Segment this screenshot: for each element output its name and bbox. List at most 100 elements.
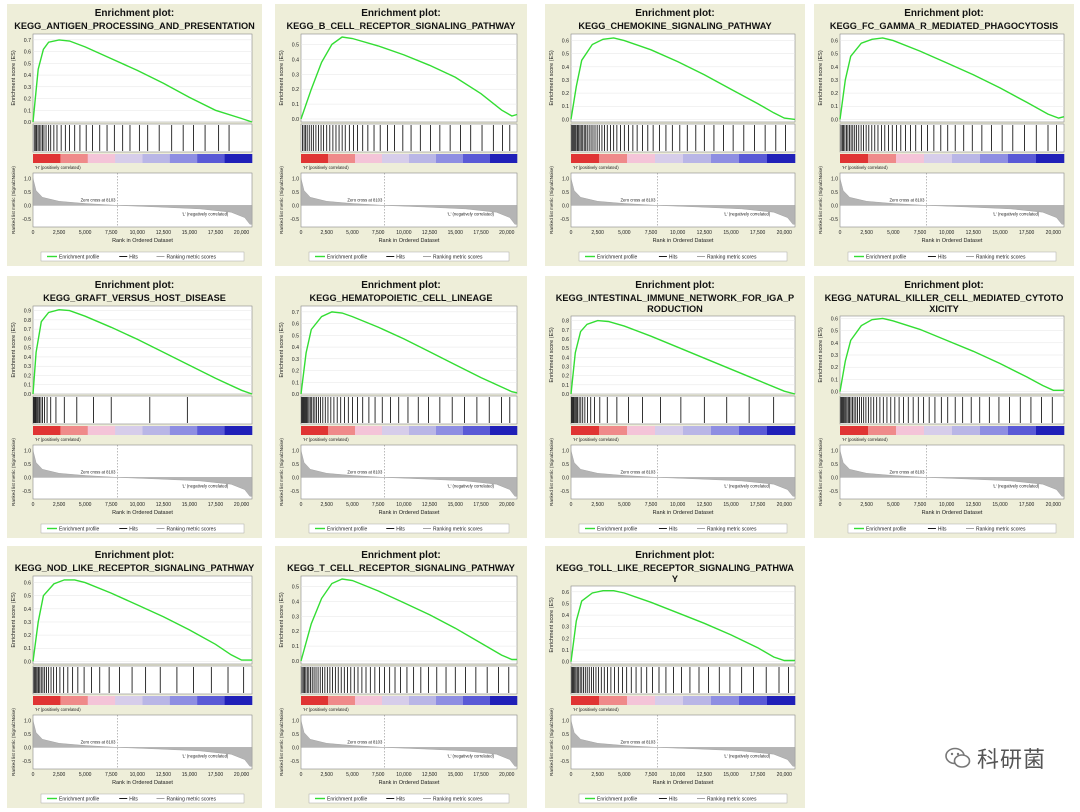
es-tick-label: 0.2 <box>562 374 569 380</box>
metric-axis-label: Ranked list metric (Signal2Noise) <box>11 166 16 234</box>
es-plot-area <box>32 305 253 395</box>
x-tick-label: 20,000 <box>1046 502 1062 508</box>
plot-title: KEGG_FC_GAMMA_R_MEDIATED_PHAGOCYTOSIS <box>830 21 1058 31</box>
rank-color-band <box>197 154 225 163</box>
es-tick-label: 0.6 <box>562 39 569 45</box>
x-tick-label: 20,000 <box>777 502 793 508</box>
rank-color-band <box>142 696 171 705</box>
metric-tick-label: 0.0 <box>24 203 31 209</box>
es-tick-label: 0.5 <box>562 346 569 352</box>
es-plot-area <box>570 315 796 395</box>
legend-box <box>847 251 1057 262</box>
x-tick-label: 7,500 <box>105 230 118 236</box>
x-tick-label: 15,000 <box>723 772 739 778</box>
es-tick-label: 0.3 <box>24 620 31 626</box>
enrichment-profile-line <box>300 36 518 120</box>
es-tick-label: 0.2 <box>24 97 31 103</box>
es-tick-label: 0.1 <box>562 104 569 110</box>
x-tick-label: 2,500 <box>591 502 604 508</box>
rank-color-band <box>490 696 518 705</box>
es-tick-label: 0.3 <box>292 72 299 78</box>
enrichment-plot-panel: Enrichment plot: KEGG_HEMATOPOIETIC_CELL_… <box>275 276 527 538</box>
es-plot-area <box>839 33 1065 123</box>
x-tick-label: 10,000 <box>130 772 146 778</box>
x-tick-label: 5,000 <box>79 502 92 508</box>
x-tick-label: 2,500 <box>53 772 66 778</box>
rank-color-band <box>490 426 518 435</box>
positive-label: 'H' (positively correlated) <box>842 165 888 170</box>
es-tick-label: 0.2 <box>292 369 299 375</box>
metric-axis-label: Ranked list metric (Signal2Noise) <box>549 438 554 506</box>
rank-color-band <box>896 426 925 435</box>
es-tick-label: 0.4 <box>562 65 569 71</box>
metric-tick-label: 0.5 <box>24 462 31 468</box>
es-tick-label: 0.6 <box>831 316 838 322</box>
x-tick-label: 2,500 <box>320 502 333 508</box>
legend-box <box>847 523 1057 534</box>
rank-color-band <box>868 154 897 163</box>
es-tick-label: 0.4 <box>831 65 838 71</box>
plot-header: Enrichment plot: <box>361 280 440 291</box>
rank-color-band <box>952 154 981 163</box>
zero-cross-label: Zero cross at 8103 <box>347 739 383 744</box>
es-tick-label: 0.5 <box>24 61 31 67</box>
x-tick-label: 5,000 <box>346 502 359 508</box>
plot-title: KEGG_ANTIGEN_PROCESSING_AND_PRESENTATION <box>14 21 255 31</box>
hits-area <box>32 123 253 153</box>
enrichment-plot-panel: Enrichment plot: KEGG_TOLL_LIKE_RECEPTOR_… <box>545 546 805 808</box>
hits-area <box>300 395 518 425</box>
rank-color-band <box>571 426 600 435</box>
es-tick-label: 0.3 <box>562 625 569 631</box>
metric-axis-label: Ranked list metric (Signal2Noise) <box>279 708 284 776</box>
es-tick-label: 0.2 <box>292 629 299 635</box>
hits-area <box>570 123 796 153</box>
x-tick-label: 2,500 <box>860 230 873 236</box>
metric-tick-label: 0.0 <box>831 475 838 481</box>
metric-plot-area <box>300 172 518 228</box>
es-axis-label: Enrichment score (ES) <box>818 50 824 105</box>
es-tick-label: 0.2 <box>292 87 299 93</box>
metric-plot-area <box>32 444 253 500</box>
x-tick-label: 7,500 <box>645 230 658 236</box>
x-axis-label: Rank in Ordered Dataset <box>379 780 440 786</box>
legend-metric-label: Ranking metric scores <box>167 527 217 533</box>
es-tick-label: 0.1 <box>292 644 299 650</box>
rank-color-band <box>739 426 768 435</box>
es-tick-label: 0.3 <box>562 364 569 370</box>
enrichment-profile-line <box>32 39 253 123</box>
negative-label: 'L' (negatively correlated) <box>447 753 494 758</box>
es-axis-label: Enrichment score (ES) <box>549 597 555 652</box>
metric-tick-label: 0.5 <box>24 190 31 196</box>
hits-area <box>300 665 518 695</box>
es-tick-label: 0.2 <box>24 373 31 379</box>
hits-area <box>570 665 796 695</box>
es-axis-label: Enrichment score (ES) <box>279 50 285 105</box>
rank-color-band <box>655 154 684 163</box>
metric-plot-area <box>570 444 796 500</box>
zero-cross-label: Zero cross at 8103 <box>347 469 383 474</box>
x-axis-label: Rank in Ordered Dataset <box>653 780 714 786</box>
metric-plot-area <box>839 444 1065 500</box>
enrichment-plot-panel: Enrichment plot: KEGG_CHEMOKINE_SIGNALING… <box>545 4 805 266</box>
legend-profile-label: Enrichment profile <box>59 797 100 803</box>
plot-title: KEGG_INTESTINAL_IMMUNE_NETWORK_FOR_IGA_P <box>556 293 794 303</box>
legend-profile-label: Enrichment profile <box>59 527 100 533</box>
plot-title: KEGG_TOLL_LIKE_RECEPTOR_SIGNALING_PATHWA <box>556 563 794 573</box>
x-tick-label: 17,500 <box>208 502 224 508</box>
plot-header: Enrichment plot: <box>361 8 440 19</box>
es-plot-area <box>300 33 518 123</box>
plot-header: Enrichment plot: <box>361 550 440 561</box>
plot-title: KEGG_CHEMOKINE_SIGNALING_PATHWAY <box>578 21 771 31</box>
x-tick-label: 0 <box>300 772 303 778</box>
rank-color-band <box>224 426 253 435</box>
es-tick-label: 0.1 <box>292 380 299 386</box>
enrichment-plot-svg: Enrichment plot: KEGG_FC_GAMMA_R_MEDIATED… <box>818 8 1065 262</box>
x-tick-label: 10,000 <box>130 502 146 508</box>
rank-color-band <box>1008 426 1037 435</box>
metric-tick-label: -0.5 <box>22 217 31 223</box>
es-tick-label: 0.1 <box>24 108 31 114</box>
legend-metric-label: Ranking metric scores <box>433 255 483 261</box>
x-tick-label: 20,000 <box>234 230 250 236</box>
rank-color-band <box>683 154 712 163</box>
legend-profile-label: Enrichment profile <box>597 797 638 803</box>
